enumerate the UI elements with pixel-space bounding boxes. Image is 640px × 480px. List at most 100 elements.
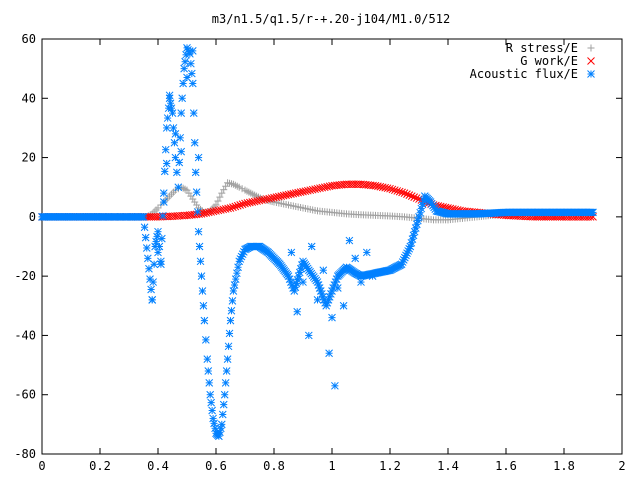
y-tick-label: -60: [14, 388, 36, 402]
data-point: [189, 109, 198, 117]
data-point: [160, 167, 169, 176]
data-point: [386, 184, 394, 193]
data-point: [214, 197, 222, 205]
data-point: [199, 301, 208, 310]
data-point: [140, 223, 149, 232]
data-point: [277, 192, 286, 200]
data-point: [206, 390, 215, 399]
data-point: [209, 207, 218, 216]
data-point: [403, 190, 411, 198]
data-point: [188, 79, 197, 88]
data-point: [218, 410, 227, 419]
data-point: [218, 189, 226, 197]
data-point: [258, 196, 266, 204]
scatter-point: [345, 236, 354, 245]
data-point: [236, 201, 245, 209]
scatter-point: [368, 272, 377, 280]
data-point: [159, 189, 168, 197]
data-point: [221, 379, 230, 387]
data-point: [393, 187, 402, 195]
data-point: [291, 189, 300, 197]
data-point: [407, 192, 416, 200]
data-point: [323, 182, 332, 191]
x-tick-label: 0.4: [147, 459, 169, 473]
data-point: [226, 204, 235, 212]
data-point: [216, 193, 224, 201]
data-point: [145, 264, 153, 273]
data-point: [388, 185, 397, 194]
data-point: [171, 153, 180, 162]
data-point: [267, 194, 276, 202]
data-point: [142, 244, 151, 252]
y-tick-label: 60: [22, 32, 36, 46]
data-point: [250, 197, 259, 206]
data-point: [381, 183, 390, 192]
data-point: [282, 191, 290, 199]
data-point: [200, 209, 208, 218]
data-point: [207, 398, 216, 407]
data-point: [193, 201, 201, 209]
legend-label: Acoustic flux/E: [470, 67, 578, 81]
scatter-point: [307, 242, 316, 251]
data-point: [224, 342, 233, 351]
x-tick-label: 2: [618, 459, 625, 473]
y-tick-label: 40: [22, 91, 36, 105]
data-point: [270, 193, 278, 202]
data-point: [155, 242, 164, 251]
scatter-point: [154, 248, 162, 257]
data-point: [225, 329, 234, 338]
data-point: [405, 191, 414, 199]
data-point: [190, 138, 199, 147]
data-point: [226, 316, 235, 325]
x-tick-label: 1.6: [495, 459, 517, 473]
data-point: [245, 198, 254, 207]
data-point: [202, 209, 211, 217]
data-point: [220, 186, 228, 194]
scatter-point: [177, 147, 186, 156]
data-point: [294, 188, 303, 197]
data-point: [191, 198, 199, 206]
data-point: [253, 197, 261, 205]
y-tick-label: -40: [14, 328, 36, 342]
data-point: [178, 94, 187, 103]
scatter-point: [162, 159, 171, 168]
data-point: [180, 64, 188, 73]
x-tick-label: 0.6: [205, 459, 227, 473]
data-point: [143, 254, 152, 263]
data-point: [308, 185, 317, 194]
x-tick-label: 1.4: [437, 459, 459, 473]
data-point: [374, 182, 382, 191]
data-point: [166, 99, 175, 108]
data-point: [212, 207, 220, 215]
data-point: [262, 195, 271, 203]
data-point: [284, 190, 293, 199]
scatter-point: [362, 248, 371, 257]
scatter-point: [183, 73, 191, 82]
data-point: [150, 260, 158, 269]
data-point: [229, 203, 237, 212]
data-point: [410, 193, 419, 201]
y-tick-label: 0: [29, 210, 36, 224]
data-point: [175, 158, 184, 167]
data-point: [320, 183, 329, 192]
legend-marker: [587, 57, 595, 65]
x-tick-label: 0: [38, 459, 45, 473]
data-point: [187, 69, 196, 78]
data-point: [313, 184, 322, 193]
data-point: [189, 195, 197, 203]
data-point: [158, 212, 167, 220]
scatter-point: [331, 381, 339, 390]
x-tick-label: 1.8: [553, 459, 575, 473]
data-point: [191, 168, 200, 177]
y-tick-label: -20: [14, 269, 36, 283]
data-point: [221, 205, 230, 213]
chart-title: m3/n1.5/q1.5/r-+.20-j104/M1.0/512: [212, 12, 450, 26]
scatter-point: [339, 301, 348, 310]
scatter-point: [165, 91, 174, 100]
data-point: [154, 227, 162, 236]
data-point: [265, 194, 274, 203]
data-point: [231, 202, 240, 211]
data-point: [243, 199, 252, 207]
data-point: [220, 390, 229, 399]
